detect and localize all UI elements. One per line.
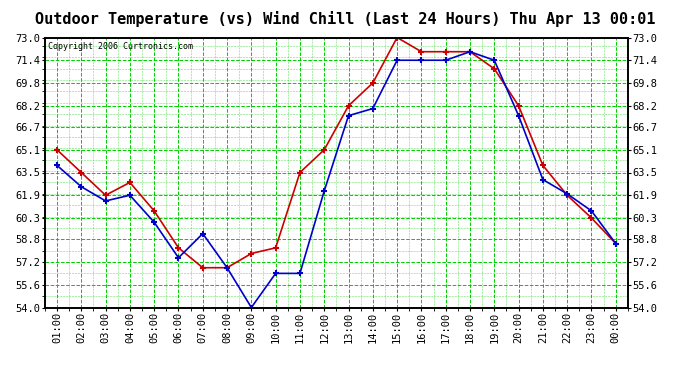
Text: Outdoor Temperature (vs) Wind Chill (Last 24 Hours) Thu Apr 13 00:01: Outdoor Temperature (vs) Wind Chill (Las… [34, 11, 655, 27]
Text: Copyright 2006 Curtronics.com: Copyright 2006 Curtronics.com [48, 42, 193, 51]
